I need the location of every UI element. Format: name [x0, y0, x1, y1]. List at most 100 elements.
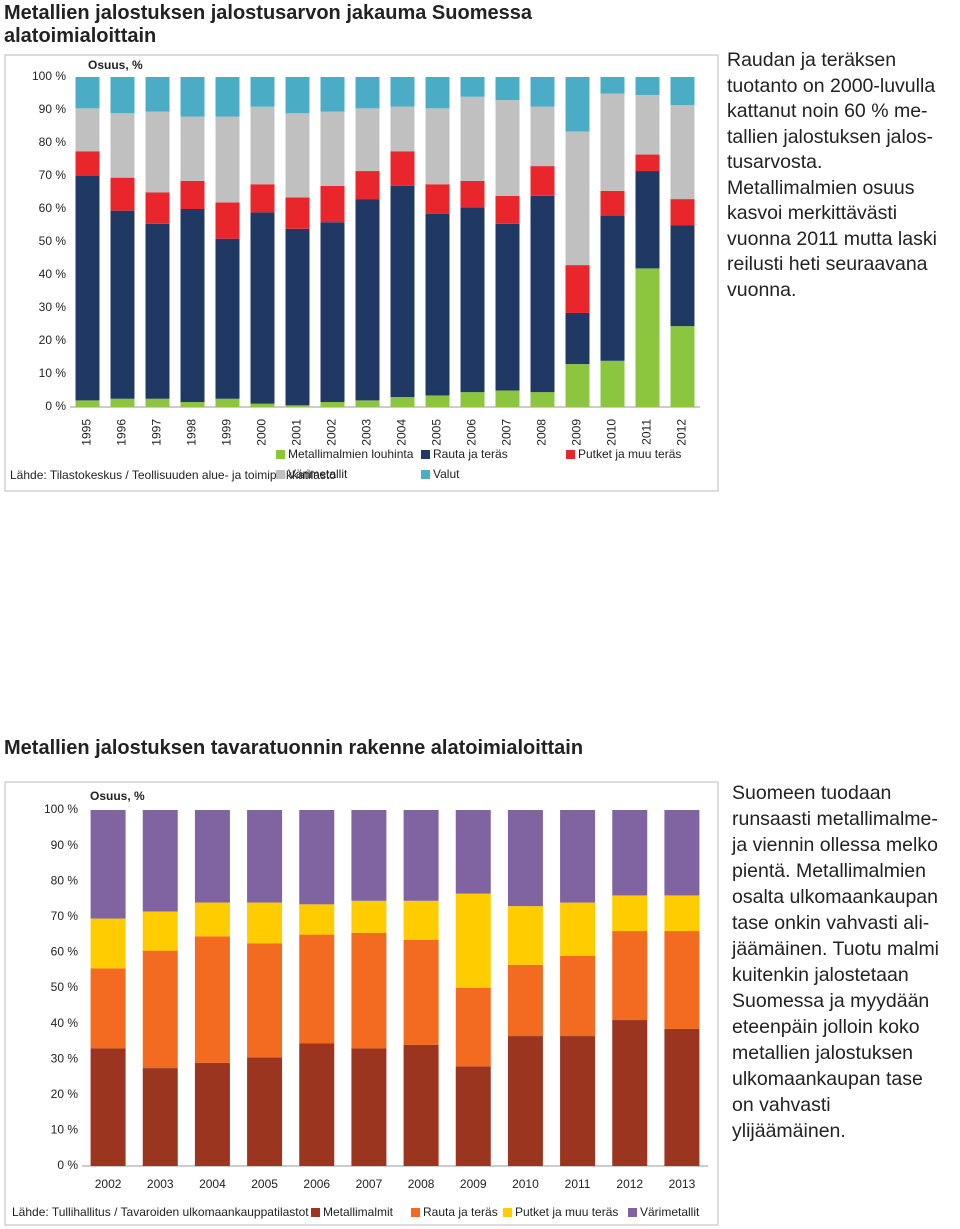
bar-segment — [299, 1043, 335, 1166]
bar-segment — [215, 116, 240, 203]
bar-segment — [403, 1044, 439, 1166]
y-tick-label: 80 % — [39, 135, 67, 149]
y-tick-label: 30 % — [51, 1051, 79, 1065]
legend-swatch — [566, 450, 575, 459]
bar-segment — [425, 184, 450, 214]
side-text-line: Suomessa ja myydään — [732, 990, 930, 1012]
side-text-line: tuotanto on 2000-luvulla — [727, 74, 936, 97]
side-text-line: eteenpäin jolloin koko — [732, 1016, 920, 1038]
legend-swatch — [276, 470, 285, 479]
x-tick-label: 2008 — [408, 1177, 435, 1191]
bar-segment — [425, 213, 450, 396]
x-tick-label: 2003 — [360, 419, 374, 446]
bar-segment — [565, 364, 590, 407]
y-tick-label: 90 % — [51, 838, 79, 852]
bar-segment — [250, 403, 275, 407]
side-text-line: ulkomaankaupan tase — [732, 1068, 923, 1090]
bar-segment — [495, 223, 520, 391]
bar-segment — [75, 400, 100, 407]
bar-segment — [285, 405, 310, 407]
bar-segment — [403, 810, 439, 901]
legend-swatch — [503, 1208, 512, 1217]
bar-segment — [565, 77, 590, 132]
bar-segment — [250, 106, 275, 185]
bar-segment — [355, 400, 380, 407]
bar-segment — [530, 77, 555, 107]
side-text-line: kasvoi merkittävästi — [727, 202, 898, 224]
x-tick-label: 2002 — [95, 1177, 122, 1191]
bar-segment — [670, 77, 695, 106]
bar-segment — [664, 931, 700, 1029]
bar-segment — [455, 988, 491, 1067]
bar-segment — [90, 1048, 126, 1166]
bar-segment — [530, 195, 555, 393]
bar-segment — [145, 398, 170, 407]
side-text-line: jäämäinen. Tuotu malmi — [732, 938, 940, 960]
legend-swatch — [421, 470, 430, 479]
side-text-line: pientä. Metallimalmien — [732, 860, 927, 882]
y-tick-label: 70 % — [39, 168, 67, 182]
bar-segment — [560, 810, 596, 903]
bar-segment — [351, 932, 387, 1049]
legend-label: Metallimalmien louhinta — [288, 447, 414, 461]
bar-segment — [670, 105, 695, 200]
bar-segment — [142, 810, 178, 912]
bar-segment — [75, 77, 100, 109]
bar-segment — [299, 810, 335, 905]
bar-segment — [560, 955, 596, 1037]
side-text-line: ja viennin ollessa melko — [732, 834, 938, 856]
side-text-line: tase onkin vahvasti ali- — [732, 912, 930, 934]
x-tick-label: 2001 — [290, 419, 304, 446]
bar-segment — [390, 106, 415, 152]
bar-segment — [600, 215, 625, 361]
bar-segment — [110, 177, 135, 211]
chart-frame — [4, 781, 719, 1226]
bar-segment — [530, 106, 555, 167]
bar-segment — [460, 207, 485, 393]
side-text-line: reilusti heti seuraavana — [727, 253, 928, 275]
source: Lähde: Tilastokeskus / Teollisuuden alue… — [10, 468, 336, 482]
bar-segment — [600, 77, 625, 94]
bar-segment — [180, 77, 205, 117]
bar-segment — [635, 171, 660, 269]
bar-segment — [215, 238, 240, 399]
bar-segment — [247, 810, 283, 903]
side-text-line: Raudan ja teräksen — [727, 49, 897, 71]
bar-segment — [285, 228, 310, 406]
bar-segment — [194, 810, 230, 903]
side-text-line: ylijäämäinen. — [732, 1120, 846, 1142]
x-tick-label: 2011 — [565, 1177, 591, 1191]
bar-segment — [495, 390, 520, 407]
bar-segment — [635, 268, 660, 407]
x-tick-label: 2002 — [325, 419, 339, 446]
bar-segment — [355, 171, 380, 200]
bar-segment — [460, 96, 485, 181]
bar-segment — [600, 360, 625, 407]
bar-segment — [565, 312, 590, 365]
legend-label: Putket ja muu teräs — [515, 1205, 618, 1219]
bar-segment — [495, 77, 520, 101]
legend-label: Valut — [433, 467, 460, 481]
bar-segment — [285, 197, 310, 229]
bar-segment — [110, 210, 135, 399]
y-tick-label: 80 % — [51, 873, 79, 887]
y-tick-label: 30 % — [39, 300, 67, 314]
side-text-line: Suomeen tuodaan — [732, 782, 892, 804]
legend-swatch — [311, 1208, 320, 1217]
bar-segment — [285, 77, 310, 114]
bar-segment — [299, 934, 335, 1044]
bar-segment — [180, 116, 205, 181]
x-tick-label: 2005 — [430, 419, 444, 446]
bar-segment — [664, 810, 700, 896]
y-tick-label: 100 % — [32, 69, 66, 83]
bar-segment — [215, 202, 240, 239]
x-tick-label: 2011 — [640, 419, 654, 445]
bar-segment — [145, 192, 170, 224]
legend-swatch — [276, 450, 285, 459]
bar-segment — [299, 904, 335, 935]
x-tick-label: 1998 — [185, 419, 199, 446]
bar-segment — [403, 900, 439, 940]
y-tick-label: 70 % — [51, 909, 79, 923]
bar-segment — [530, 166, 555, 196]
y-tick-label: 100 % — [44, 802, 78, 816]
